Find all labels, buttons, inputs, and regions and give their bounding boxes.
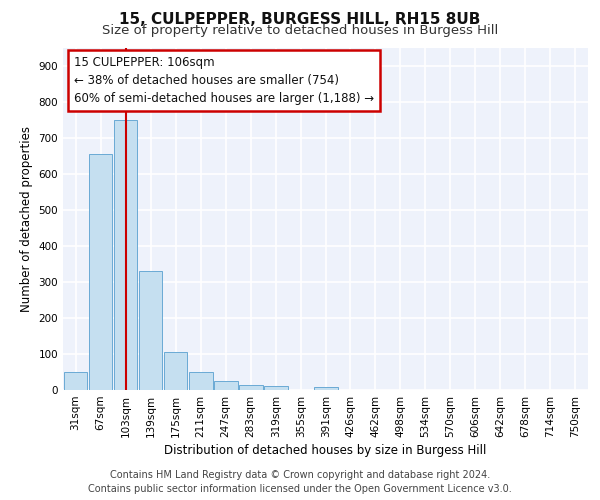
Bar — [189, 372, 212, 390]
Bar — [64, 372, 88, 390]
X-axis label: Distribution of detached houses by size in Burgess Hill: Distribution of detached houses by size … — [164, 444, 487, 457]
Bar — [139, 271, 163, 390]
Text: Contains HM Land Registry data © Crown copyright and database right 2024.
Contai: Contains HM Land Registry data © Crown c… — [88, 470, 512, 494]
Text: 15, CULPEPPER, BURGESS HILL, RH15 8UB: 15, CULPEPPER, BURGESS HILL, RH15 8UB — [119, 12, 481, 27]
Bar — [114, 120, 137, 390]
Bar — [164, 352, 187, 390]
Text: 15 CULPEPPER: 106sqm
← 38% of detached houses are smaller (754)
60% of semi-deta: 15 CULPEPPER: 106sqm ← 38% of detached h… — [74, 56, 374, 105]
Bar — [264, 386, 287, 390]
Y-axis label: Number of detached properties: Number of detached properties — [20, 126, 33, 312]
Bar — [89, 154, 112, 390]
Bar — [314, 387, 338, 390]
Text: Size of property relative to detached houses in Burgess Hill: Size of property relative to detached ho… — [102, 24, 498, 37]
Bar — [214, 381, 238, 390]
Bar — [239, 384, 263, 390]
